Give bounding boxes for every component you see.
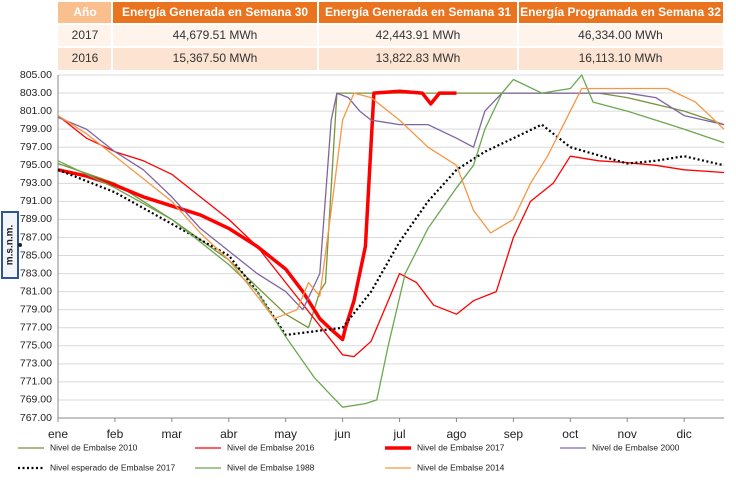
x-tick-label: may — [274, 427, 297, 441]
x-tick-label: nov — [618, 427, 637, 441]
cell-text: 44,679.51 MWh — [173, 28, 258, 42]
y-tick-label: 795.00 — [20, 159, 52, 171]
header-text: Energía Generada en Semana 30 — [122, 5, 308, 19]
y-tick-label: 787.00 — [20, 231, 52, 243]
series-line — [57, 87, 725, 320]
x-tick-label: ene — [48, 427, 68, 441]
y-tick-label: 805.00 — [20, 69, 52, 81]
y-tick-label: 789.00 — [20, 213, 52, 225]
y-tick-label: 793.00 — [20, 177, 52, 189]
x-tick-label: dic — [676, 427, 691, 441]
legend-label: Nivel de Embalse 2000 — [592, 442, 680, 452]
x-tick-label: jun — [334, 427, 351, 441]
legend-label: Nivel de Embalse 2014 — [417, 462, 505, 472]
legend-label: Nivel de Embalse 2017 — [417, 442, 505, 452]
y-tick-label: 801.00 — [20, 105, 52, 117]
y-tick-label: 799.00 — [20, 123, 52, 135]
header-text: Año — [73, 5, 96, 19]
series-line — [57, 115, 725, 358]
y-tick-label: 771.00 — [20, 376, 52, 388]
row-bg — [58, 47, 723, 70]
y-tick-label: 803.00 — [20, 87, 52, 99]
y-tick-label: 781.00 — [20, 285, 52, 297]
header-row — [112, 2, 723, 24]
table-borders — [58, 2, 723, 70]
y-tick-label: 769.00 — [20, 394, 52, 406]
series-line — [57, 89, 457, 342]
cell-text: 2017 — [72, 28, 99, 42]
y-tick-label: 783.00 — [20, 267, 52, 279]
y-tick-label: 773.00 — [20, 358, 52, 370]
legend-label: Nivel de Embalse 2016 — [227, 442, 315, 452]
x-tick-label: oct — [562, 427, 579, 441]
cell-text: 42,443.91 MWh — [376, 28, 461, 42]
header-text: Energía Programada en Semana 32 — [520, 5, 721, 19]
legend-label: Nivel de Embalse 1988 — [227, 462, 315, 472]
header-cell — [58, 2, 112, 24]
header-text: Energía Generada en Semana 31 — [325, 5, 511, 19]
series-line — [57, 74, 725, 408]
y-axis-label: m.s.n.m. — [5, 225, 16, 266]
cell-text: 46,334.00 MWh — [578, 28, 663, 42]
x-tick-label: sep — [504, 427, 524, 441]
y-tick-label: 775.00 — [20, 340, 52, 352]
x-tick-label: mar — [162, 427, 183, 441]
y-tick-label: 777.00 — [20, 322, 52, 334]
row-bg — [58, 24, 723, 47]
series-line — [57, 92, 725, 311]
cell-text: 13,822.83 MWh — [376, 51, 461, 65]
cell-text: 16,113.10 MWh — [579, 51, 663, 65]
series-line — [57, 123, 725, 337]
y-tick-label: 779.00 — [20, 303, 52, 315]
y-tick-label: 791.00 — [20, 195, 52, 207]
cell-text: 2016 — [72, 51, 99, 65]
x-tick-label: feb — [107, 427, 124, 441]
y-tick-label: 785.00 — [20, 249, 52, 261]
y-tick-label: 767.00 — [20, 412, 52, 424]
y-tick-label: 797.00 — [20, 141, 52, 153]
y-label-dot — [18, 243, 22, 247]
legend-label: Nivel de Embalse 2010 — [50, 442, 138, 452]
legend-label: Nivel esperado de Embalse 2017 — [50, 462, 175, 472]
x-tick-label: jul — [393, 427, 406, 441]
x-tick-label: abr — [220, 427, 237, 441]
cell-text: 15,367.50 MWh — [173, 51, 258, 65]
x-tick-label: ago — [446, 427, 466, 441]
